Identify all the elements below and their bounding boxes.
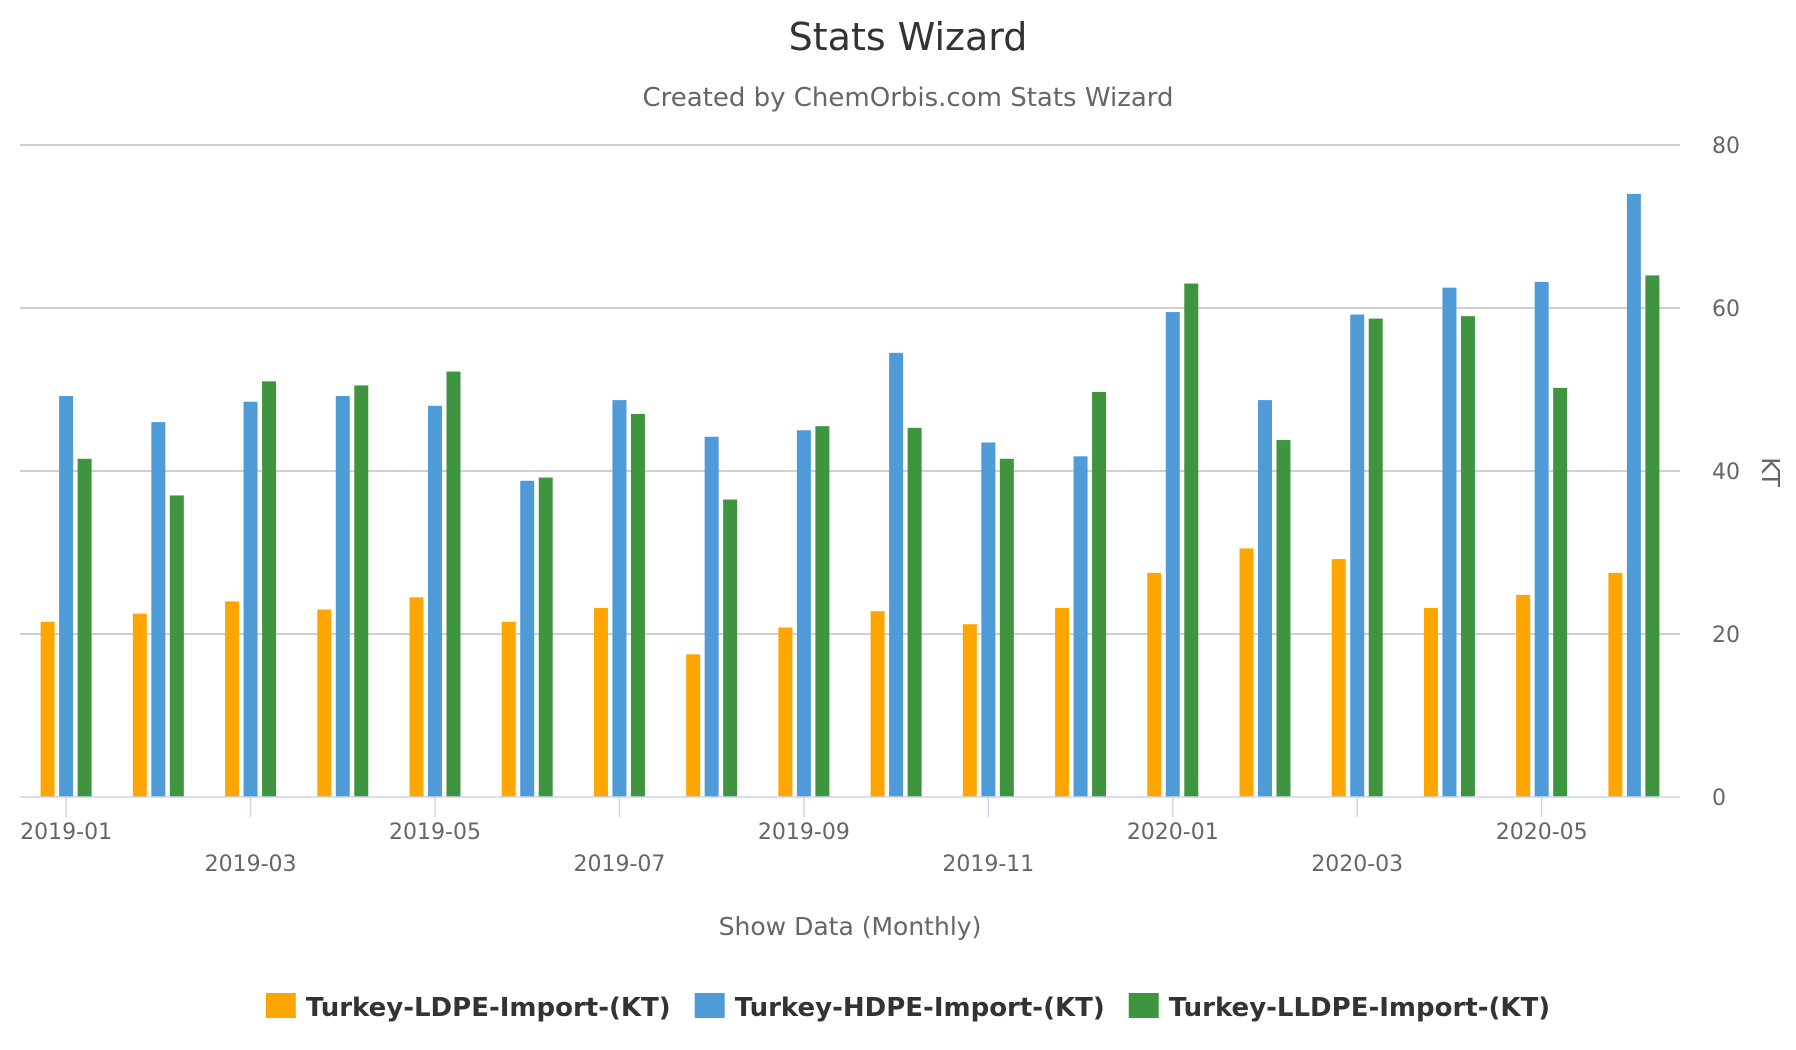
legend-label: Turkey-LDPE-Import-(KT) [306,993,671,1023]
bar[interactable] [630,413,645,797]
bar[interactable] [778,627,793,797]
legend-item[interactable]: Turkey-HDPE-Import-(KT) [694,993,1105,1023]
bar[interactable] [612,400,627,797]
x-tick-label: 2019-05 [389,820,481,845]
bar[interactable] [1534,281,1549,797]
bar[interactable] [723,499,738,797]
bar[interactable] [335,396,350,797]
legend-label: Turkey-HDPE-Import-(KT) [735,993,1105,1023]
x-tick-label: 2020-05 [1496,820,1588,845]
legend-item[interactable]: Turkey-LDPE-Import-(KT) [265,993,671,1023]
bar[interactable] [704,436,719,797]
bar[interactable] [317,609,332,797]
y-axis: 0 20 40 60 80 [1712,134,1740,811]
bars [40,193,1660,797]
bar[interactable] [999,458,1014,797]
bar[interactable] [354,385,369,797]
bar[interactable] [1147,572,1162,797]
bar[interactable] [870,611,885,797]
bar[interactable] [796,430,811,797]
y-tick-label: 40 [1712,460,1740,485]
bar[interactable] [428,405,442,797]
x-axis: 2019-01 2019-03 2019-05 2019-07 2019-09 2019-… [20,796,1680,877]
bar[interactable] [1442,287,1457,797]
bar[interactable] [520,480,535,797]
x-tick-label: 2019-07 [573,852,665,877]
bar[interactable] [262,381,277,797]
legend-swatch [694,993,725,1018]
bar[interactable] [815,426,830,797]
bar[interactable] [1276,440,1291,797]
bar[interactable] [151,422,166,797]
bar[interactable] [243,401,258,797]
x-tick-label: 2020-03 [1311,852,1403,877]
bar[interactable] [686,654,701,797]
bar[interactable] [409,597,424,797]
legend-swatch [265,993,296,1018]
bar[interactable] [1165,312,1180,797]
bar[interactable] [1184,283,1199,797]
chart-title: Stats Wizard [789,15,1028,59]
bar[interactable] [169,495,184,797]
x-tick-label: 2019-01 [20,820,112,845]
bar[interactable] [446,371,461,797]
bar[interactable] [1350,314,1365,797]
bar[interactable] [132,613,147,797]
y-tick-label: 0 [1712,786,1726,811]
x-tick-label: 2020-01 [1127,820,1219,845]
bar[interactable] [1331,559,1346,797]
bar[interactable] [1516,594,1531,797]
bar[interactable] [1423,607,1438,797]
bar[interactable] [501,621,516,797]
legend-item[interactable]: Turkey-LLDPE-Import-(KT) [1128,993,1550,1023]
y-axis-title: KT [1756,457,1785,487]
bar[interactable] [1608,572,1623,797]
x-axis-title: Show Data (Monthly) [719,912,982,941]
bar[interactable] [538,477,553,797]
x-tick-label: 2019-11 [942,852,1034,877]
bar[interactable] [40,621,55,797]
bar[interactable] [1258,400,1272,797]
bar[interactable] [1092,391,1107,797]
x-tick-label: 2019-03 [205,852,297,877]
x-tick-label: 2019-09 [758,820,850,845]
chart-subtitle: Created by ChemOrbis.com Stats Wizard [642,83,1173,113]
bar[interactable] [225,601,240,797]
bar[interactable] [981,442,996,797]
y-tick-label: 60 [1712,297,1740,322]
bar[interactable] [962,624,977,797]
bar[interactable] [889,352,904,797]
y-tick-label: 80 [1712,134,1740,159]
bar[interactable] [1368,318,1383,797]
bar[interactable] [1055,607,1070,797]
bar[interactable] [1626,193,1641,797]
bar[interactable] [1073,456,1088,797]
bar[interactable] [1553,387,1568,797]
bar[interactable] [1645,275,1660,797]
legend: Turkey-LDPE-Import-(KT) Turkey-HDPE-Impor… [265,993,1550,1023]
legend-label: Turkey-LLDPE-Import-(KT) [1169,993,1550,1023]
legend-swatch [1128,993,1159,1018]
gridlines [20,144,1680,635]
bar[interactable] [59,396,74,797]
bar[interactable] [907,427,922,797]
bar[interactable] [1460,316,1475,797]
bar[interactable] [1239,548,1254,797]
bar[interactable] [593,607,608,797]
y-tick-label: 20 [1712,623,1740,648]
bar[interactable] [77,458,92,797]
